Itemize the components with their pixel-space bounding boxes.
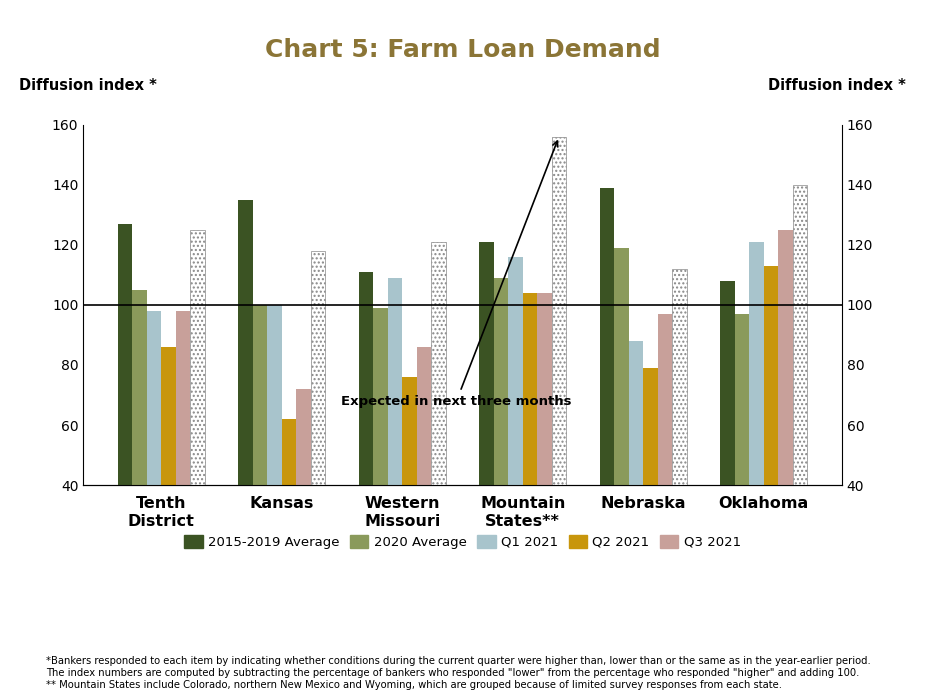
- Bar: [749, 242, 764, 605]
- Bar: [600, 188, 614, 605]
- Bar: [735, 314, 749, 605]
- Bar: [267, 305, 282, 605]
- Bar: [253, 305, 267, 605]
- Bar: [643, 368, 658, 605]
- Bar: [672, 269, 686, 605]
- Bar: [721, 281, 735, 605]
- Bar: [161, 347, 176, 605]
- Bar: [402, 377, 416, 605]
- Bar: [374, 308, 388, 605]
- Bar: [296, 389, 311, 605]
- Text: Diffusion index *: Diffusion index *: [769, 78, 906, 93]
- Text: Diffusion index *: Diffusion index *: [18, 78, 156, 93]
- Bar: [176, 311, 190, 605]
- Bar: [239, 200, 253, 605]
- Bar: [132, 290, 147, 605]
- Bar: [147, 311, 161, 605]
- Bar: [764, 266, 778, 605]
- Bar: [479, 242, 494, 605]
- Bar: [551, 137, 566, 605]
- Bar: [793, 185, 808, 605]
- Bar: [117, 224, 132, 605]
- Bar: [509, 257, 523, 605]
- Bar: [494, 278, 509, 605]
- Text: *Bankers responded to each item by indicating whether conditions during the curr: *Bankers responded to each item by indic…: [46, 656, 871, 690]
- Text: Chart 5: Farm Loan Demand: Chart 5: Farm Loan Demand: [265, 38, 660, 62]
- Bar: [537, 293, 551, 605]
- Legend: 2015-2019 Average, 2020 Average, Q1 2021, Q2 2021, Q3 2021: 2015-2019 Average, 2020 Average, Q1 2021…: [179, 530, 746, 554]
- Bar: [614, 248, 629, 605]
- Bar: [778, 230, 793, 605]
- Bar: [658, 314, 672, 605]
- Text: Expected in next three months: Expected in next three months: [341, 141, 572, 407]
- Bar: [388, 278, 402, 605]
- Bar: [282, 419, 296, 605]
- Bar: [311, 251, 325, 605]
- Bar: [416, 347, 431, 605]
- Bar: [359, 272, 374, 605]
- Bar: [523, 293, 537, 605]
- Bar: [629, 341, 643, 605]
- Bar: [431, 242, 446, 605]
- Bar: [190, 230, 204, 605]
